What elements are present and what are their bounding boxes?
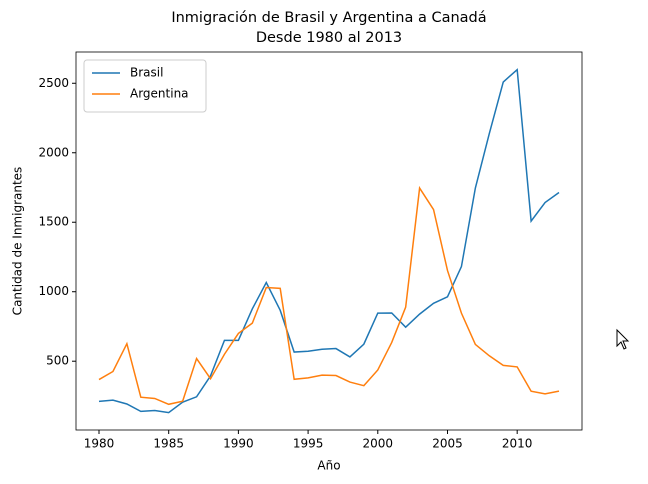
plot-frame (75, 51, 583, 431)
y-tick-label: 1500 (38, 215, 69, 229)
y-axis-label: Cantidad de Inmigrantes (11, 167, 25, 316)
y-tick-label: 500 (46, 354, 69, 368)
x-axis-label: Año (317, 459, 340, 473)
x-tick-label: 2005 (432, 437, 463, 451)
legend-label: Brasil (130, 66, 163, 80)
chart-title: Inmigración de Brasil y Argentina a Cana… (171, 10, 486, 26)
chart-subtitle: Desde 1980 al 2013 (256, 30, 402, 46)
x-tick-label: 1995 (293, 437, 324, 451)
x-tick-label: 2000 (363, 437, 394, 451)
x-tick-label: 1980 (84, 437, 115, 451)
y-tick-label: 2500 (38, 76, 69, 90)
series-line (98, 68, 560, 414)
y-tick-label: 1000 (38, 284, 69, 298)
mouse-cursor (616, 328, 630, 350)
legend-label: Argentina (130, 87, 189, 101)
x-tick-label: 1990 (223, 437, 254, 451)
x-tick-label: 2010 (502, 437, 533, 451)
series-line (98, 185, 560, 406)
x-tick-label: 1985 (153, 437, 184, 451)
y-tick-label: 2000 (38, 145, 69, 159)
